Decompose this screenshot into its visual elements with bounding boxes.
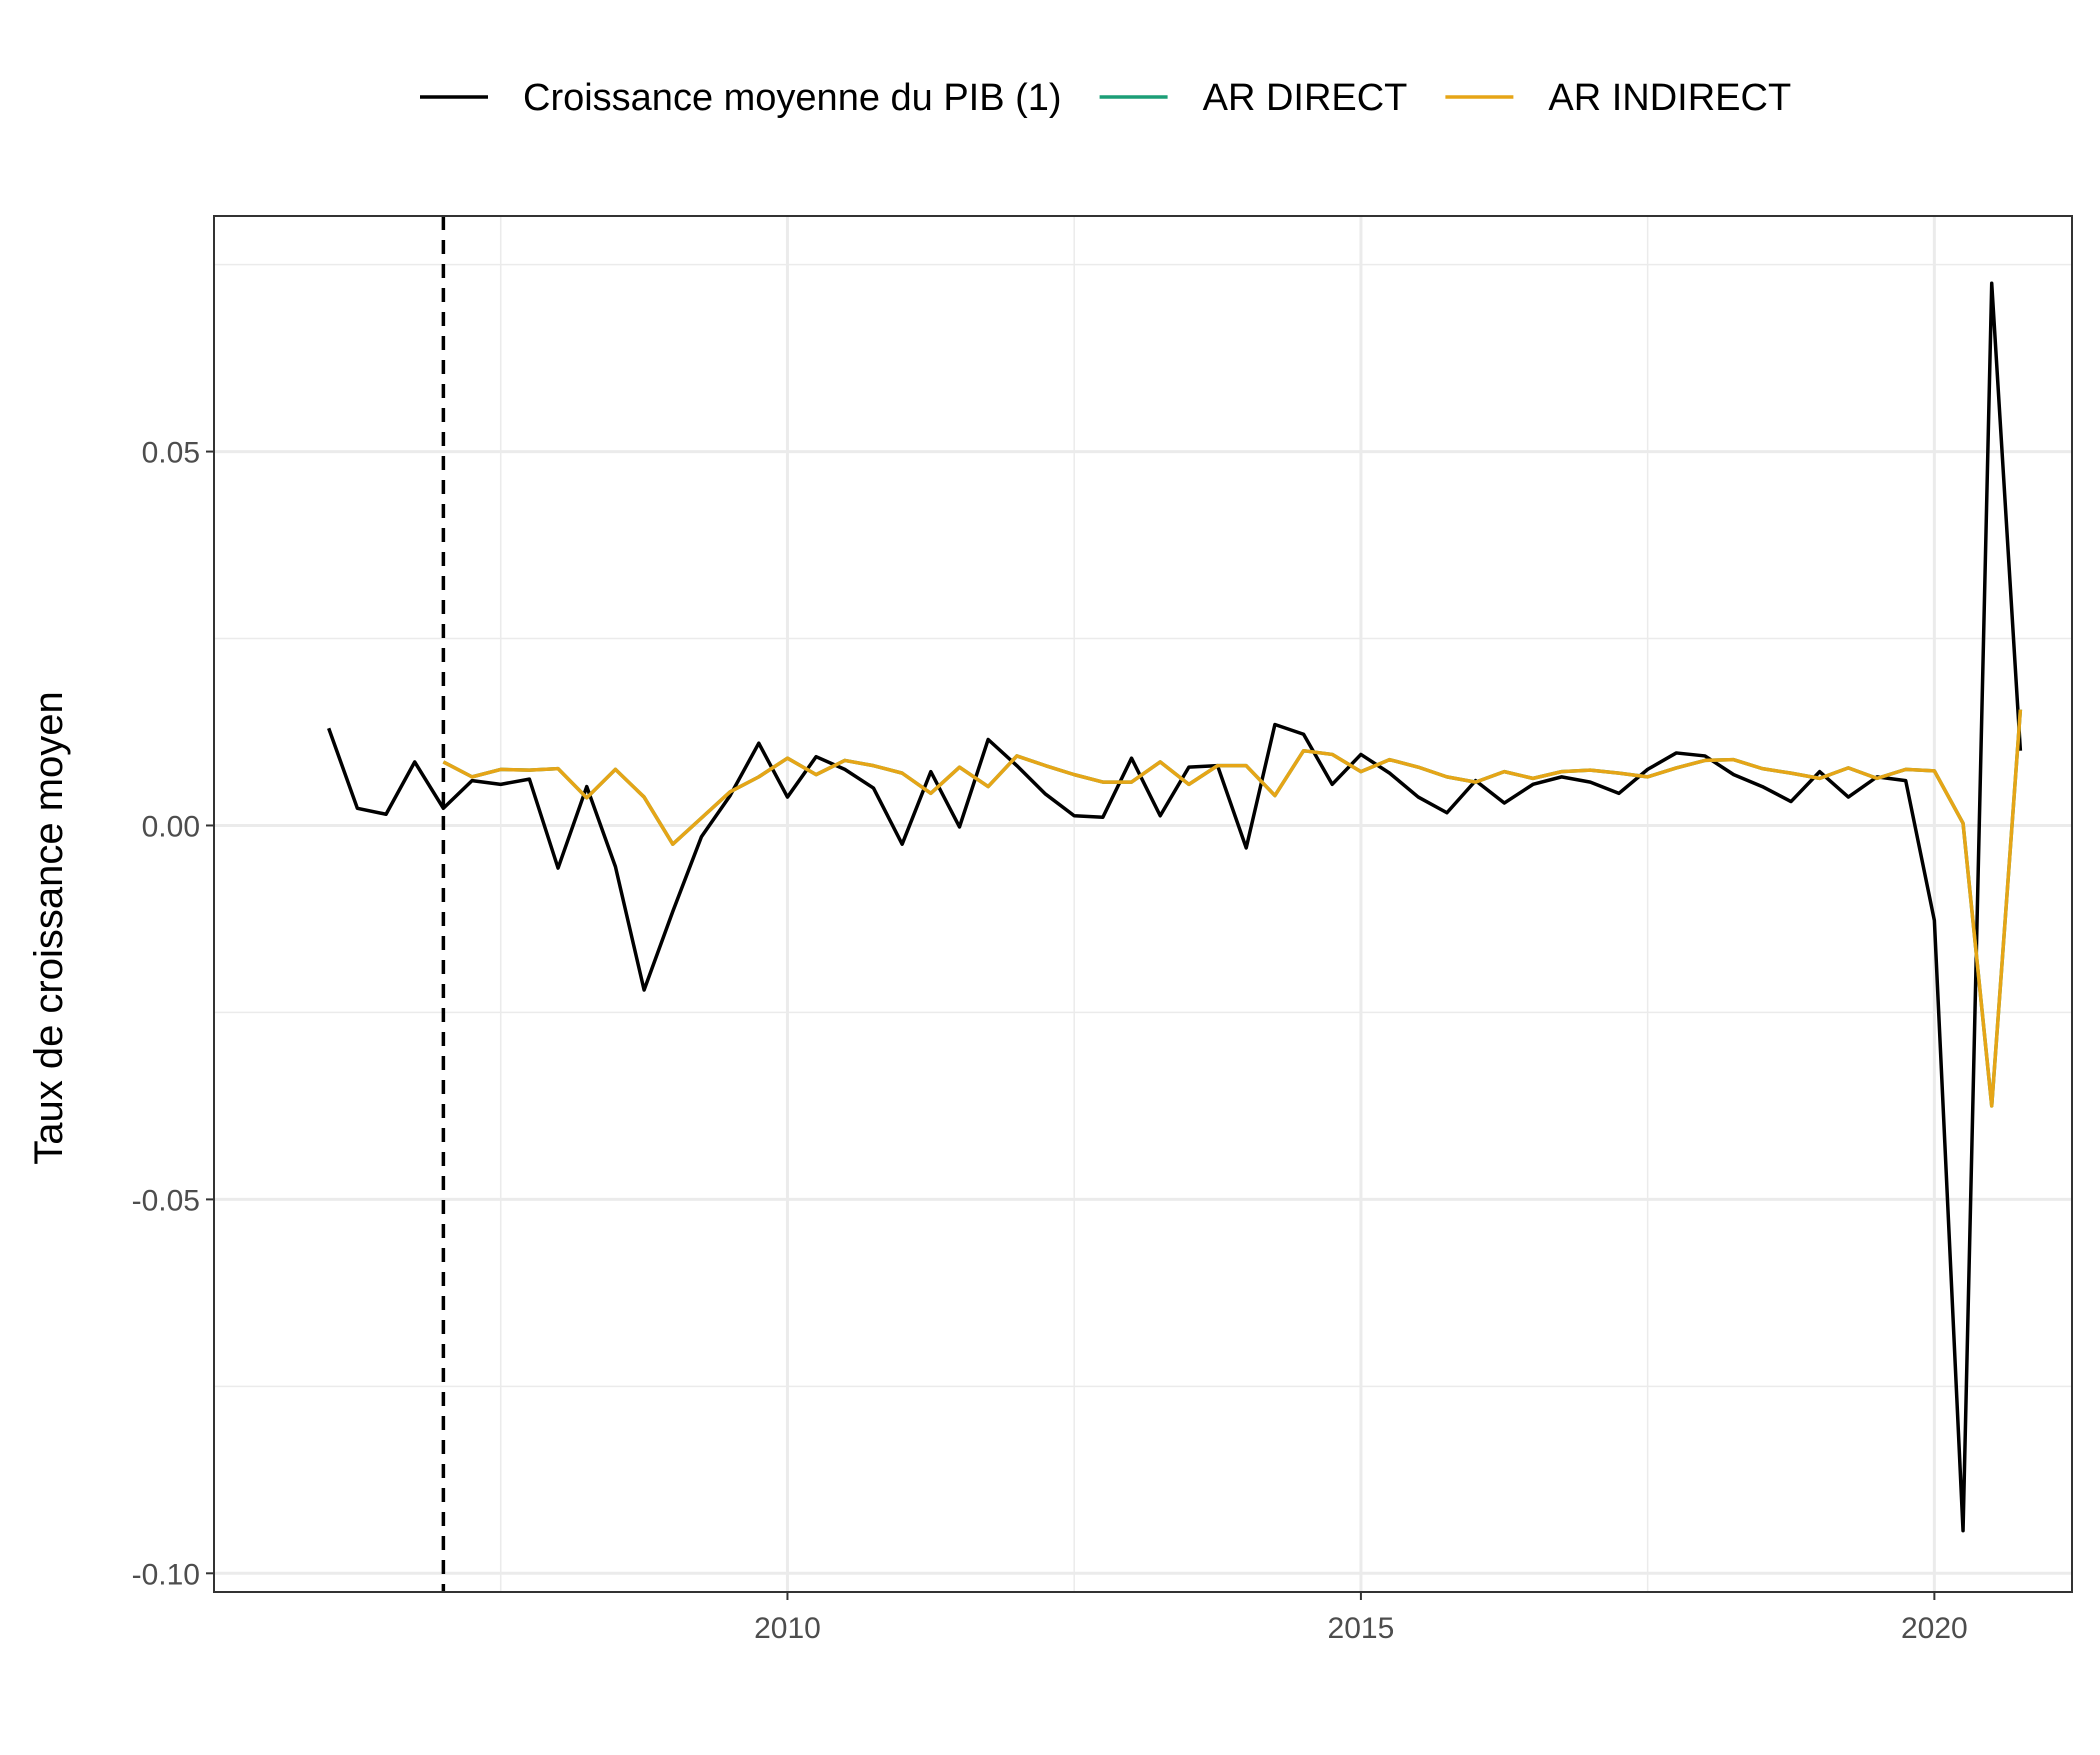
legend: Croissance moyenne du PIB (1) AR DIRECT AR… (420, 77, 1791, 119)
y-axis: -0.10 -0.05 0.00 0.05 (132, 437, 214, 1591)
y-tick-label: -0.05 (132, 1184, 200, 1217)
y-tick-label: 0.05 (142, 437, 200, 470)
series-line-3 (442, 709, 2023, 1108)
y-tick-label: -0.10 (132, 1558, 200, 1591)
x-tick-label: 2015 (1328, 1612, 1395, 1645)
legend-label-3: AR INDIRECT (1548, 77, 1791, 119)
legend-label-2: AR DIRECT (1203, 77, 1408, 119)
panel-background (214, 216, 2072, 1592)
x-tick-label: 2020 (1901, 1612, 1968, 1645)
x-tick-label: 2010 (754, 1612, 821, 1645)
y-tick-label: 0.00 (142, 810, 200, 843)
y-axis-title: Taux de croissance moyen (27, 691, 71, 1165)
panel-border (213, 215, 2073, 1593)
plot-panel (213, 215, 2073, 1593)
series-line-1 (327, 281, 2023, 1533)
legend-label-1: Croissance moyenne du PIB (1) (523, 77, 1062, 119)
x-axis: 2010 2015 2020 (754, 1592, 1968, 1645)
